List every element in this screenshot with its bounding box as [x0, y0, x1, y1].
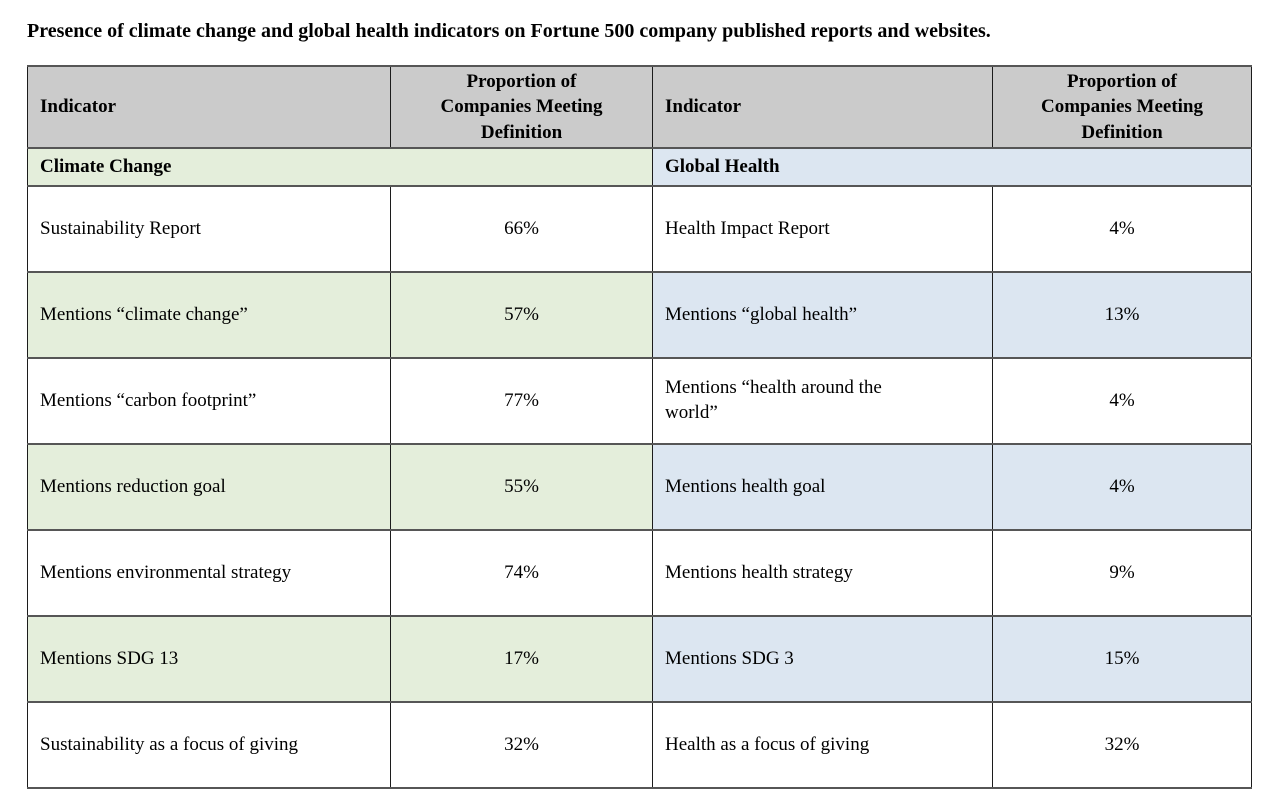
climate-indicator-label: Sustainability Report — [27, 185, 391, 273]
health-indicator-label: Mentions “health around the world” — [652, 357, 993, 445]
table-caption: Presence of climate change and global he… — [27, 20, 991, 42]
table-row: Mentions reduction goal 55% Mentions hea… — [27, 443, 1252, 531]
climate-indicator-label: Mentions reduction goal — [27, 443, 391, 531]
health-indicator-label-text: Health as a focus of giving — [665, 733, 870, 755]
table-row: Mentions SDG 13 17% Mentions SDG 3 15% — [27, 615, 1252, 703]
climate-indicator-label: Mentions SDG 13 — [27, 615, 391, 703]
health-indicator-label-text: Mentions health strategy — [665, 561, 853, 583]
health-indicator-value: 13% — [992, 271, 1252, 359]
climate-indicator-value: 77% — [390, 357, 653, 445]
climate-indicator-value: 57% — [390, 271, 653, 359]
health-indicator-label: Mentions SDG 3 — [652, 615, 993, 703]
section-global-health: Global Health — [652, 147, 1252, 187]
climate-indicator-value: 55% — [390, 443, 653, 531]
header-proportion-left: Proportion of Companies Meeting Definiti… — [390, 65, 653, 149]
health-indicator-label: Mentions health goal — [652, 443, 993, 531]
health-indicator-label: Mentions health strategy — [652, 529, 993, 617]
climate-indicator-label: Mentions “climate change” — [27, 271, 391, 359]
header-proportion-right-text: Proportion of Companies Meeting Definiti… — [1040, 70, 1203, 143]
climate-indicator-label: Sustainability as a focus of giving — [27, 701, 391, 789]
health-indicator-label: Health as a focus of giving — [652, 701, 993, 789]
indicators-table: Indicator Proportion of Companies Meetin… — [27, 65, 1252, 789]
section-row: Climate Change Global Health — [27, 147, 1252, 187]
climate-indicator-label: Mentions environmental strategy — [27, 529, 391, 617]
climate-indicator-value: 17% — [390, 615, 653, 703]
climate-indicator-label: Mentions “carbon footprint” — [27, 357, 391, 445]
section-climate-change: Climate Change — [27, 147, 653, 187]
header-indicator-left: Indicator — [27, 65, 391, 149]
health-indicator-label: Health Impact Report — [652, 185, 993, 273]
health-indicator-value: 4% — [992, 443, 1252, 531]
health-indicator-label-text: Mentions “health around the world” — [665, 377, 882, 423]
health-indicator-label-text: Health Impact Report — [665, 217, 830, 239]
health-indicator-value: 15% — [992, 615, 1252, 703]
table-row: Mentions “climate change” 57% Mentions “… — [27, 271, 1252, 359]
climate-indicator-value: 32% — [390, 701, 653, 789]
table-row: Sustainability as a focus of giving 32% … — [27, 701, 1252, 789]
table-row: Mentions environmental strategy 74% Ment… — [27, 529, 1252, 617]
health-indicator-value: 9% — [992, 529, 1252, 617]
health-indicator-label-text: Mentions SDG 3 — [665, 647, 794, 669]
health-indicator-value: 4% — [992, 185, 1252, 273]
table-row: Sustainability Report 66% Health Impact … — [27, 185, 1252, 273]
health-indicator-value: 4% — [992, 357, 1252, 445]
health-indicator-label-text: Mentions “global health” — [665, 303, 858, 325]
health-indicator-value: 32% — [992, 701, 1252, 789]
climate-indicator-value: 66% — [390, 185, 653, 273]
table-row: Mentions “carbon footprint” 77% Mentions… — [27, 357, 1252, 445]
header-proportion-right: Proportion of Companies Meeting Definiti… — [992, 65, 1252, 149]
health-indicator-label-text: Mentions health goal — [665, 475, 826, 497]
header-indicator-right: Indicator — [652, 65, 993, 149]
health-indicator-label: Mentions “global health” — [652, 271, 993, 359]
header-proportion-left-text: Proportion of Companies Meeting Definiti… — [440, 70, 603, 143]
climate-indicator-value: 74% — [390, 529, 653, 617]
header-row: Indicator Proportion of Companies Meetin… — [27, 65, 1252, 149]
